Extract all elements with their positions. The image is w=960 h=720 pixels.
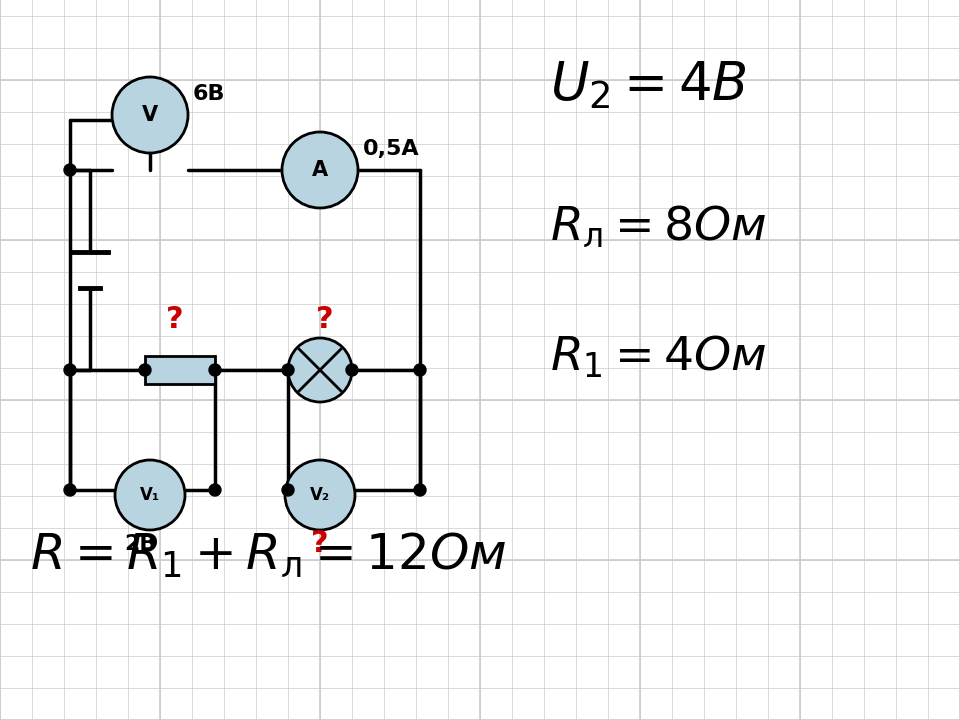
Circle shape: [282, 132, 358, 208]
Circle shape: [115, 460, 185, 530]
Circle shape: [282, 484, 294, 496]
Text: 6В: 6В: [193, 84, 226, 104]
Text: $R_1 = 4Ом$: $R_1 = 4Ом$: [550, 333, 766, 380]
Circle shape: [414, 484, 426, 496]
Circle shape: [209, 364, 221, 376]
Text: A: A: [312, 160, 328, 180]
Bar: [145, 356, 215, 384]
Circle shape: [139, 364, 151, 376]
Text: $R_\mathrm{л} = 8Ом$: $R_\mathrm{л} = 8Ом$: [550, 204, 766, 250]
Text: V: V: [142, 105, 158, 125]
Circle shape: [414, 364, 426, 376]
Circle shape: [64, 164, 76, 176]
Text: ?: ?: [311, 529, 329, 558]
Text: 0,5А: 0,5А: [363, 139, 420, 159]
Circle shape: [64, 484, 76, 496]
Circle shape: [285, 460, 355, 530]
Text: V₁: V₁: [140, 486, 160, 504]
Text: V₂: V₂: [310, 486, 330, 504]
Circle shape: [209, 484, 221, 496]
Text: 2В: 2В: [124, 534, 156, 554]
Circle shape: [64, 364, 76, 376]
Circle shape: [346, 364, 358, 376]
Text: ?: ?: [316, 305, 334, 334]
Text: ?: ?: [166, 305, 183, 334]
Circle shape: [112, 77, 188, 153]
Text: $R = R_1 + R_\mathrm{л} = 12Ом$: $R = R_1 + R_\mathrm{л} = 12Ом$: [30, 531, 507, 581]
Circle shape: [282, 364, 294, 376]
Circle shape: [288, 338, 352, 402]
Text: $U_2 = 4B$: $U_2 = 4B$: [550, 59, 747, 111]
